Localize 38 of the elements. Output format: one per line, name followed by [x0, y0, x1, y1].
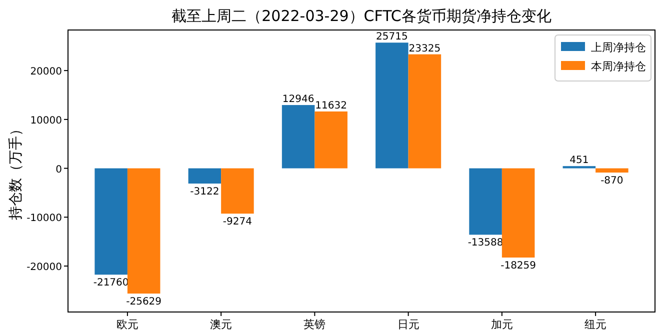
data-label: -870 [600, 176, 624, 187]
x-tick-label: 加元 [490, 318, 513, 331]
y-axis-title: 持仓数（万手） [8, 122, 24, 220]
data-label: -3122 [190, 186, 220, 198]
bar [502, 168, 535, 258]
legend-label: 本周净持仓 [591, 60, 646, 73]
bar [127, 168, 160, 294]
data-label: 12946 [282, 94, 314, 106]
data-label: -21760 [93, 278, 129, 289]
x-tick-label: 日元 [397, 318, 420, 331]
bar [188, 168, 222, 184]
data-label: -25629 [126, 296, 162, 308]
data-label: 11632 [315, 100, 347, 112]
y-tick-label: -10000 [26, 213, 62, 224]
bar [221, 168, 254, 214]
bar [469, 168, 502, 235]
x-tick-label: 欧元 [116, 318, 138, 331]
y-tick-label: 0 [56, 164, 62, 176]
data-label: -9274 [222, 216, 252, 228]
legend-label: 上周净持仓 [591, 41, 646, 54]
y-tick-label: 10000 [30, 115, 62, 126]
data-label: -18259 [500, 260, 536, 272]
bar [314, 111, 348, 168]
bar [94, 168, 128, 275]
data-label: -13588 [468, 238, 504, 249]
y-tick-label: -20000 [26, 262, 62, 274]
chart-title: 截至上周二（2022-03-29）CFTC各货币期货净持仓变化 [172, 7, 552, 25]
bar [408, 54, 442, 168]
data-label: 451 [570, 155, 589, 166]
y-tick-label: 20000 [30, 66, 62, 78]
bar [376, 42, 408, 168]
x-tick-label: 澳元 [210, 318, 232, 331]
bar [282, 105, 315, 168]
x-tick-label: 英镑 [304, 318, 326, 331]
x-tick-label: 纽元 [584, 318, 607, 331]
data-label: 23325 [408, 43, 441, 54]
data-label: 25715 [376, 32, 408, 43]
bar [596, 168, 628, 173]
